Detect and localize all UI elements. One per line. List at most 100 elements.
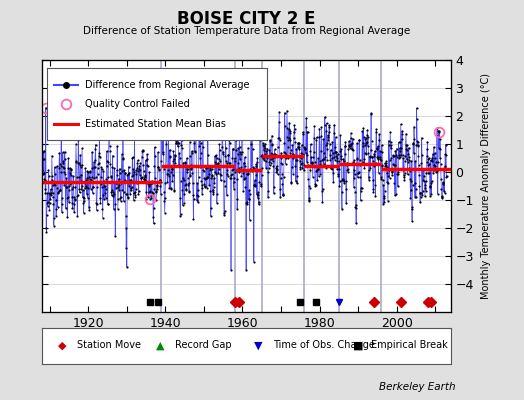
Point (233, 176, 241, 182)
Point (267, 150, 276, 156)
Point (401, 142, 410, 148)
Point (52, 185, 61, 191)
Point (351, 189, 359, 195)
Point (248, 130, 256, 137)
Point (340, 157, 348, 164)
Point (78, 182, 86, 189)
Text: ◆: ◆ (58, 340, 67, 350)
Point (262, 148, 270, 154)
Point (226, 175, 235, 181)
Point (132, 166, 140, 173)
Point (371, 182, 379, 188)
Point (165, 184, 173, 191)
Point (139, 162, 147, 168)
Point (392, 152, 400, 158)
Point (187, 162, 195, 168)
Point (423, 156, 432, 162)
Point (132, 186, 140, 192)
Point (410, 136, 419, 142)
Point (102, 195, 110, 201)
Point (306, 148, 314, 154)
Point (414, 153, 423, 160)
Point (122, 191, 130, 198)
Point (214, 160, 222, 166)
Point (38, 167, 46, 173)
Point (42, 211, 51, 218)
Point (406, 195, 414, 201)
Point (335, 178, 344, 184)
Point (89, 190, 97, 196)
Point (178, 145, 187, 151)
Point (88, 173, 96, 180)
Point (147, 195, 156, 201)
Point (109, 193, 117, 199)
Point (386, 129, 395, 135)
Point (333, 158, 341, 164)
Point (348, 146, 356, 152)
Point (343, 167, 351, 173)
Point (60, 165, 69, 171)
Point (182, 187, 190, 194)
Point (320, 150, 329, 156)
Point (108, 187, 116, 194)
Point (362, 140, 370, 147)
Point (429, 166, 437, 172)
Point (433, 168, 442, 174)
Point (430, 167, 439, 173)
Point (361, 142, 369, 148)
Point (246, 141, 255, 147)
Point (56, 186, 64, 193)
Point (250, 182, 259, 188)
Point (54, 190, 62, 197)
Point (234, 150, 242, 157)
Point (270, 183, 278, 190)
Point (367, 110, 375, 117)
Point (206, 165, 214, 172)
Point (237, 173, 245, 179)
Point (170, 187, 178, 194)
Point (112, 180, 121, 186)
Point (260, 157, 269, 164)
Point (350, 167, 358, 173)
Point (369, 163, 378, 169)
Point (66, 165, 74, 172)
Point (368, 177, 377, 184)
Point (177, 142, 185, 148)
Point (424, 155, 433, 161)
Point (85, 178, 94, 185)
Point (427, 157, 435, 164)
Point (359, 125, 368, 132)
Point (429, 162, 438, 168)
Point (345, 142, 354, 148)
Point (344, 145, 353, 152)
Point (104, 159, 113, 166)
Point (177, 210, 185, 217)
Point (265, 147, 274, 154)
Point (102, 186, 110, 192)
Point (172, 134, 181, 141)
Point (163, 170, 171, 177)
Point (311, 183, 320, 190)
Point (434, 145, 443, 151)
Point (314, 155, 322, 162)
Point (399, 152, 407, 158)
Point (232, 132, 240, 138)
Point (60, 169, 68, 176)
Point (409, 150, 418, 156)
Point (194, 174, 203, 180)
Point (340, 151, 348, 158)
Point (99, 192, 107, 198)
Point (139, 148, 147, 154)
Point (167, 165, 176, 172)
Point (134, 191, 143, 198)
Point (206, 188, 215, 194)
Point (310, 159, 319, 165)
Point (353, 154, 362, 161)
Point (176, 195, 184, 202)
Point (407, 158, 416, 164)
Point (394, 183, 402, 190)
Point (423, 146, 431, 153)
Point (402, 146, 410, 152)
Point (149, 191, 157, 198)
Point (219, 132, 227, 139)
